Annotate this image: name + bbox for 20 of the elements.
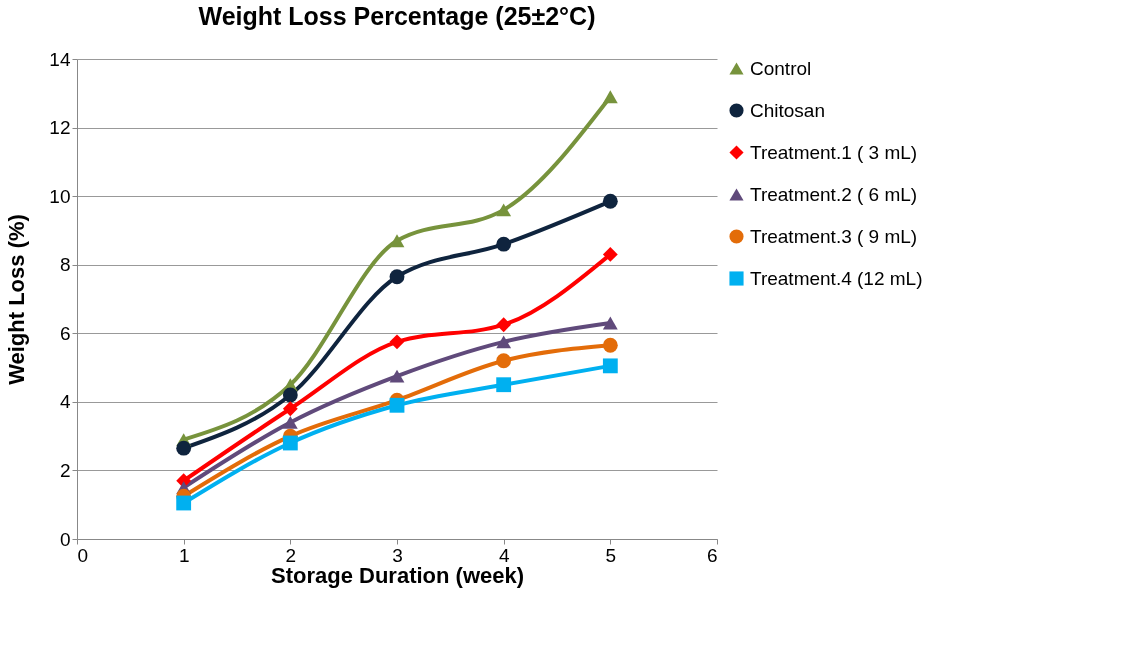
- legend-label: Control: [750, 57, 812, 79]
- legend-label: Treatment.4 (12 mL): [750, 267, 923, 289]
- y-tick-label: 4: [59, 391, 71, 413]
- y-axis-title: Weight Loss (%): [4, 214, 30, 385]
- legend-label: Treatment.3 ( 9 mL): [750, 225, 918, 247]
- y-tick-label: 6: [59, 322, 71, 344]
- y-tick-label: 2: [59, 459, 71, 481]
- y-tick-label: 12: [49, 117, 71, 139]
- y-tick-label: 8: [59, 254, 71, 276]
- legend-label: Treatment.1 ( 3 mL): [750, 141, 918, 163]
- y-tick-label: 10: [49, 185, 71, 207]
- legend-label: Chitosan: [750, 99, 825, 121]
- legend-label: Treatment.2 ( 6 mL): [750, 183, 918, 205]
- x-tick-label: 6: [706, 544, 718, 566]
- y-tick-label: 14: [49, 48, 71, 70]
- x-tick-label: 1: [178, 544, 190, 566]
- x-tick-label: 5: [605, 544, 617, 566]
- y-tick-label: 0: [59, 528, 71, 550]
- x-tick-label: 0: [77, 544, 89, 566]
- chart-title: Weight Loss Percentage (25±2°C): [198, 2, 596, 30]
